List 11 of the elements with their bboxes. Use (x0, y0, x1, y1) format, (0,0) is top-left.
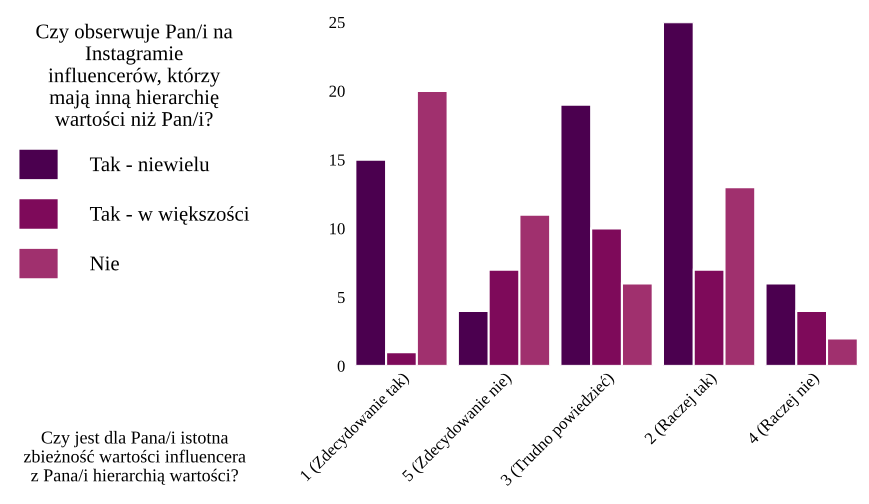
legend-label: Tak - w większości (90, 206, 250, 225)
y-tick-label: 5 (338, 292, 345, 304)
y-tick-label: 10 (330, 223, 345, 234)
y-tick-label: 0 (338, 360, 345, 372)
text: Czy jest dla Pana/i istotna zbieżność wartości influencera z Pana/i hierarchią wartości? (24, 430, 246, 485)
y-tick-label: 25 (329, 16, 345, 28)
legend-label: Nie (90, 256, 119, 270)
y-tick-label: 20 (329, 86, 345, 97)
legend-label: Tak - niewielu (90, 156, 210, 172)
legend-title: Czy obserwuje Pan/i na Instagramie influencerów, którzy mają inną hierarchię wartości niż Pan/i? (36, 24, 233, 126)
y-tick-label: 15 (330, 154, 345, 166)
